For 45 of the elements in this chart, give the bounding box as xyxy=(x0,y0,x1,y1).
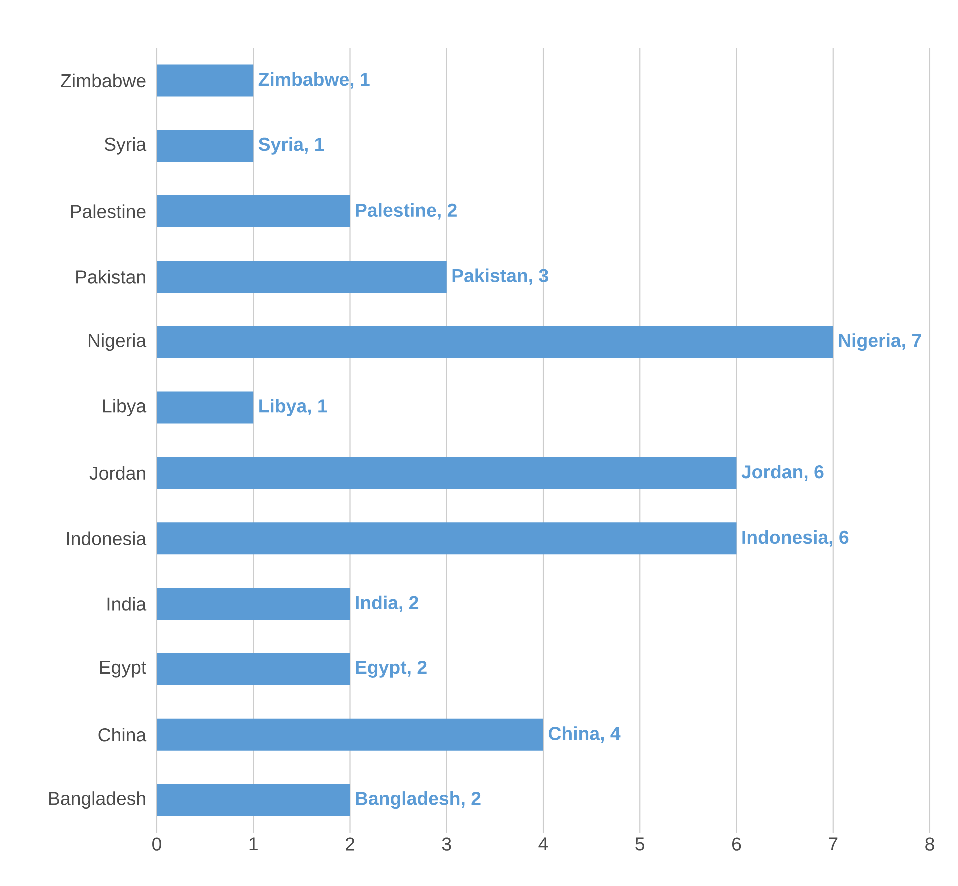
x-tick-label: 4 xyxy=(538,838,548,851)
y-tick-label: Egypt xyxy=(100,661,146,678)
x-tick-label: 7 xyxy=(829,838,838,851)
bar xyxy=(157,784,350,816)
x-tick-label: 6 xyxy=(732,838,742,851)
bar xyxy=(157,457,737,490)
y-tick-label: China xyxy=(98,728,147,742)
x-tick-label: 5 xyxy=(636,838,645,851)
x-tick-label: 1 xyxy=(250,838,258,851)
y-tick-label: Syria xyxy=(104,137,147,155)
data-label: Libya, 1 xyxy=(260,399,328,416)
y-tick-label: Palestine xyxy=(71,204,146,218)
y-tick-label: Pakistan xyxy=(76,270,146,284)
bar xyxy=(157,130,254,162)
x-tick-label: 2 xyxy=(346,838,355,851)
bar xyxy=(157,653,350,686)
x-tick-label: 8 xyxy=(926,838,934,851)
data-label: Pakistan, 3 xyxy=(452,268,548,286)
data-label: Bangladesh, 2 xyxy=(356,792,481,810)
y-tick-label: India xyxy=(108,597,147,611)
bar xyxy=(157,64,254,97)
y-tick-label: Nigeria xyxy=(88,334,147,352)
bar xyxy=(157,326,834,358)
x-tick-label: 3 xyxy=(442,838,452,851)
data-label: Jordan, 6 xyxy=(742,464,824,482)
data-label: Palestine, 2 xyxy=(356,203,457,220)
x-tick-label: 0 xyxy=(152,838,162,851)
bar xyxy=(157,196,350,228)
data-label: Indonesia, 6 xyxy=(742,530,849,547)
data-label: Nigeria, 7 xyxy=(839,334,922,352)
y-tick-label: Indonesia xyxy=(67,532,147,546)
data-label: India, 2 xyxy=(356,596,419,612)
bar xyxy=(157,522,737,555)
y-tick-label: Jordan xyxy=(90,466,146,480)
bar xyxy=(157,260,447,293)
data-label: Zimbabwe, 1 xyxy=(258,72,370,89)
bar xyxy=(157,392,254,424)
y-tick-label: Zimbabwe xyxy=(61,74,146,88)
data-label: Syria, 1 xyxy=(258,137,324,155)
bar xyxy=(157,588,350,620)
data-label: Egypt, 2 xyxy=(356,660,427,678)
bar xyxy=(157,718,544,751)
y-tick-label: Bangladesh xyxy=(50,792,146,809)
data-label: China, 4 xyxy=(548,726,621,744)
y-tick-label: Libya xyxy=(104,399,147,416)
